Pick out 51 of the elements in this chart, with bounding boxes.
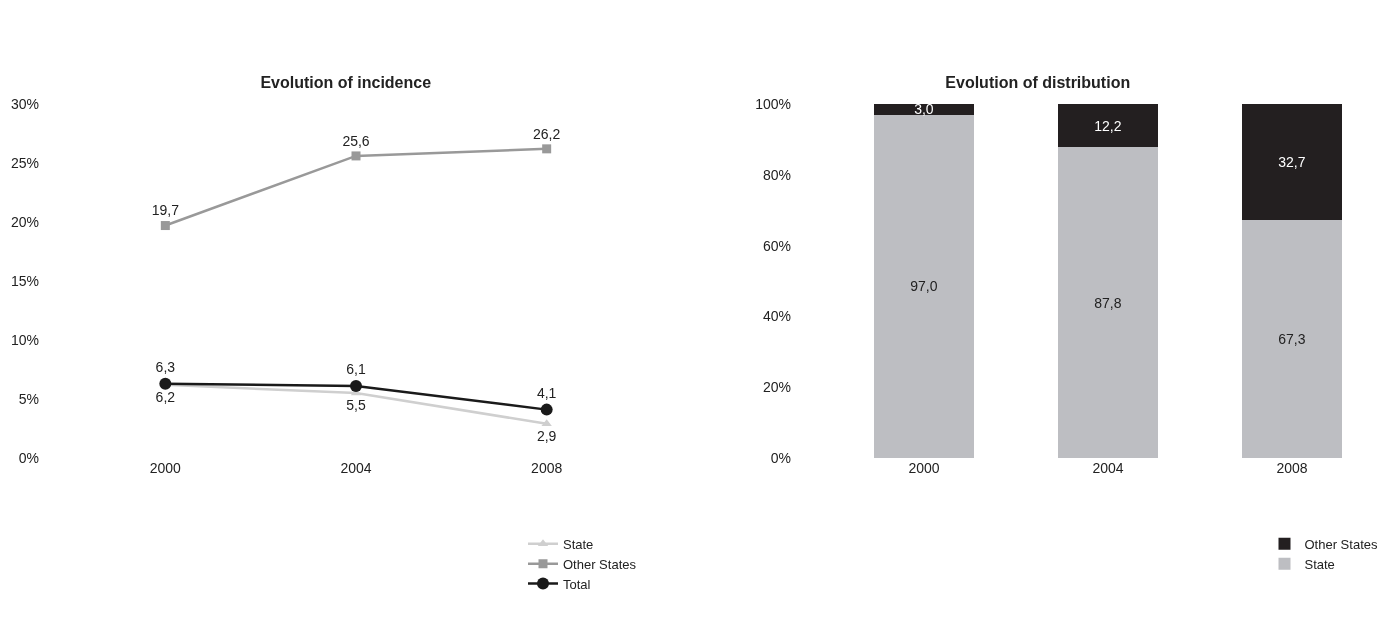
data-label: 6,3	[155, 358, 176, 375]
y-tick-label: 100%	[754, 95, 791, 112]
x-tick-label: 2004	[340, 460, 372, 476]
data-label: 25,6	[342, 132, 370, 149]
data-label: 6,1	[346, 361, 366, 378]
bar	[1241, 104, 1342, 220]
x-tick-label: 2000	[907, 460, 940, 476]
chart-title: Evolution of incidence	[260, 73, 432, 91]
data-label: 12,2	[1093, 117, 1122, 134]
data-label: 2,9	[536, 427, 557, 444]
point	[351, 151, 361, 161]
y-tick-label: 40%	[762, 308, 791, 325]
bar	[1057, 147, 1158, 458]
y-tick-label: 25%	[10, 154, 39, 171]
point	[160, 221, 170, 231]
y-tick-label: 20%	[762, 379, 791, 396]
x-tick-label: 2008	[1275, 460, 1308, 476]
y-tick-label: 15%	[10, 272, 39, 289]
legend-label: State	[563, 536, 594, 552]
y-tick-label: 0%	[770, 449, 791, 466]
y-tick-label: 60%	[762, 237, 791, 254]
x-tick-label: 2000	[149, 460, 182, 476]
data-label: 26,2	[533, 125, 561, 142]
y-tick-label: 0%	[18, 449, 39, 466]
legend-label: Total	[563, 576, 591, 592]
data-label: 6,2	[155, 388, 176, 405]
data-label: 5,5	[346, 397, 366, 414]
data-label: 3,0	[913, 101, 934, 118]
y-tick-label: 5%	[18, 390, 39, 407]
chart-title: Evolution of distribution	[944, 73, 1130, 91]
data-label: 32,7	[1277, 153, 1306, 170]
y-tick-label: 30%	[10, 95, 39, 112]
y-tick-label: 10%	[10, 331, 39, 348]
data-label: 87,8	[1093, 294, 1122, 311]
point	[542, 144, 552, 154]
bar	[873, 104, 974, 115]
point	[540, 403, 553, 416]
x-tick-label: 2008	[531, 460, 563, 476]
y-tick-label: 20%	[10, 213, 39, 230]
bar	[873, 114, 974, 458]
data-label: 4,1	[536, 384, 557, 401]
data-label: 97,0	[909, 278, 938, 295]
legend-label: Other States	[563, 556, 637, 572]
bar	[1057, 104, 1158, 148]
bar	[1241, 219, 1342, 458]
data-label: 67,3	[1277, 330, 1306, 347]
legend-label: Other States	[1304, 536, 1378, 552]
y-tick-label: 80%	[762, 166, 791, 183]
x-tick-label: 2004	[1091, 460, 1124, 476]
legend-label: State	[1304, 556, 1335, 572]
data-label: 19,7	[151, 202, 180, 219]
